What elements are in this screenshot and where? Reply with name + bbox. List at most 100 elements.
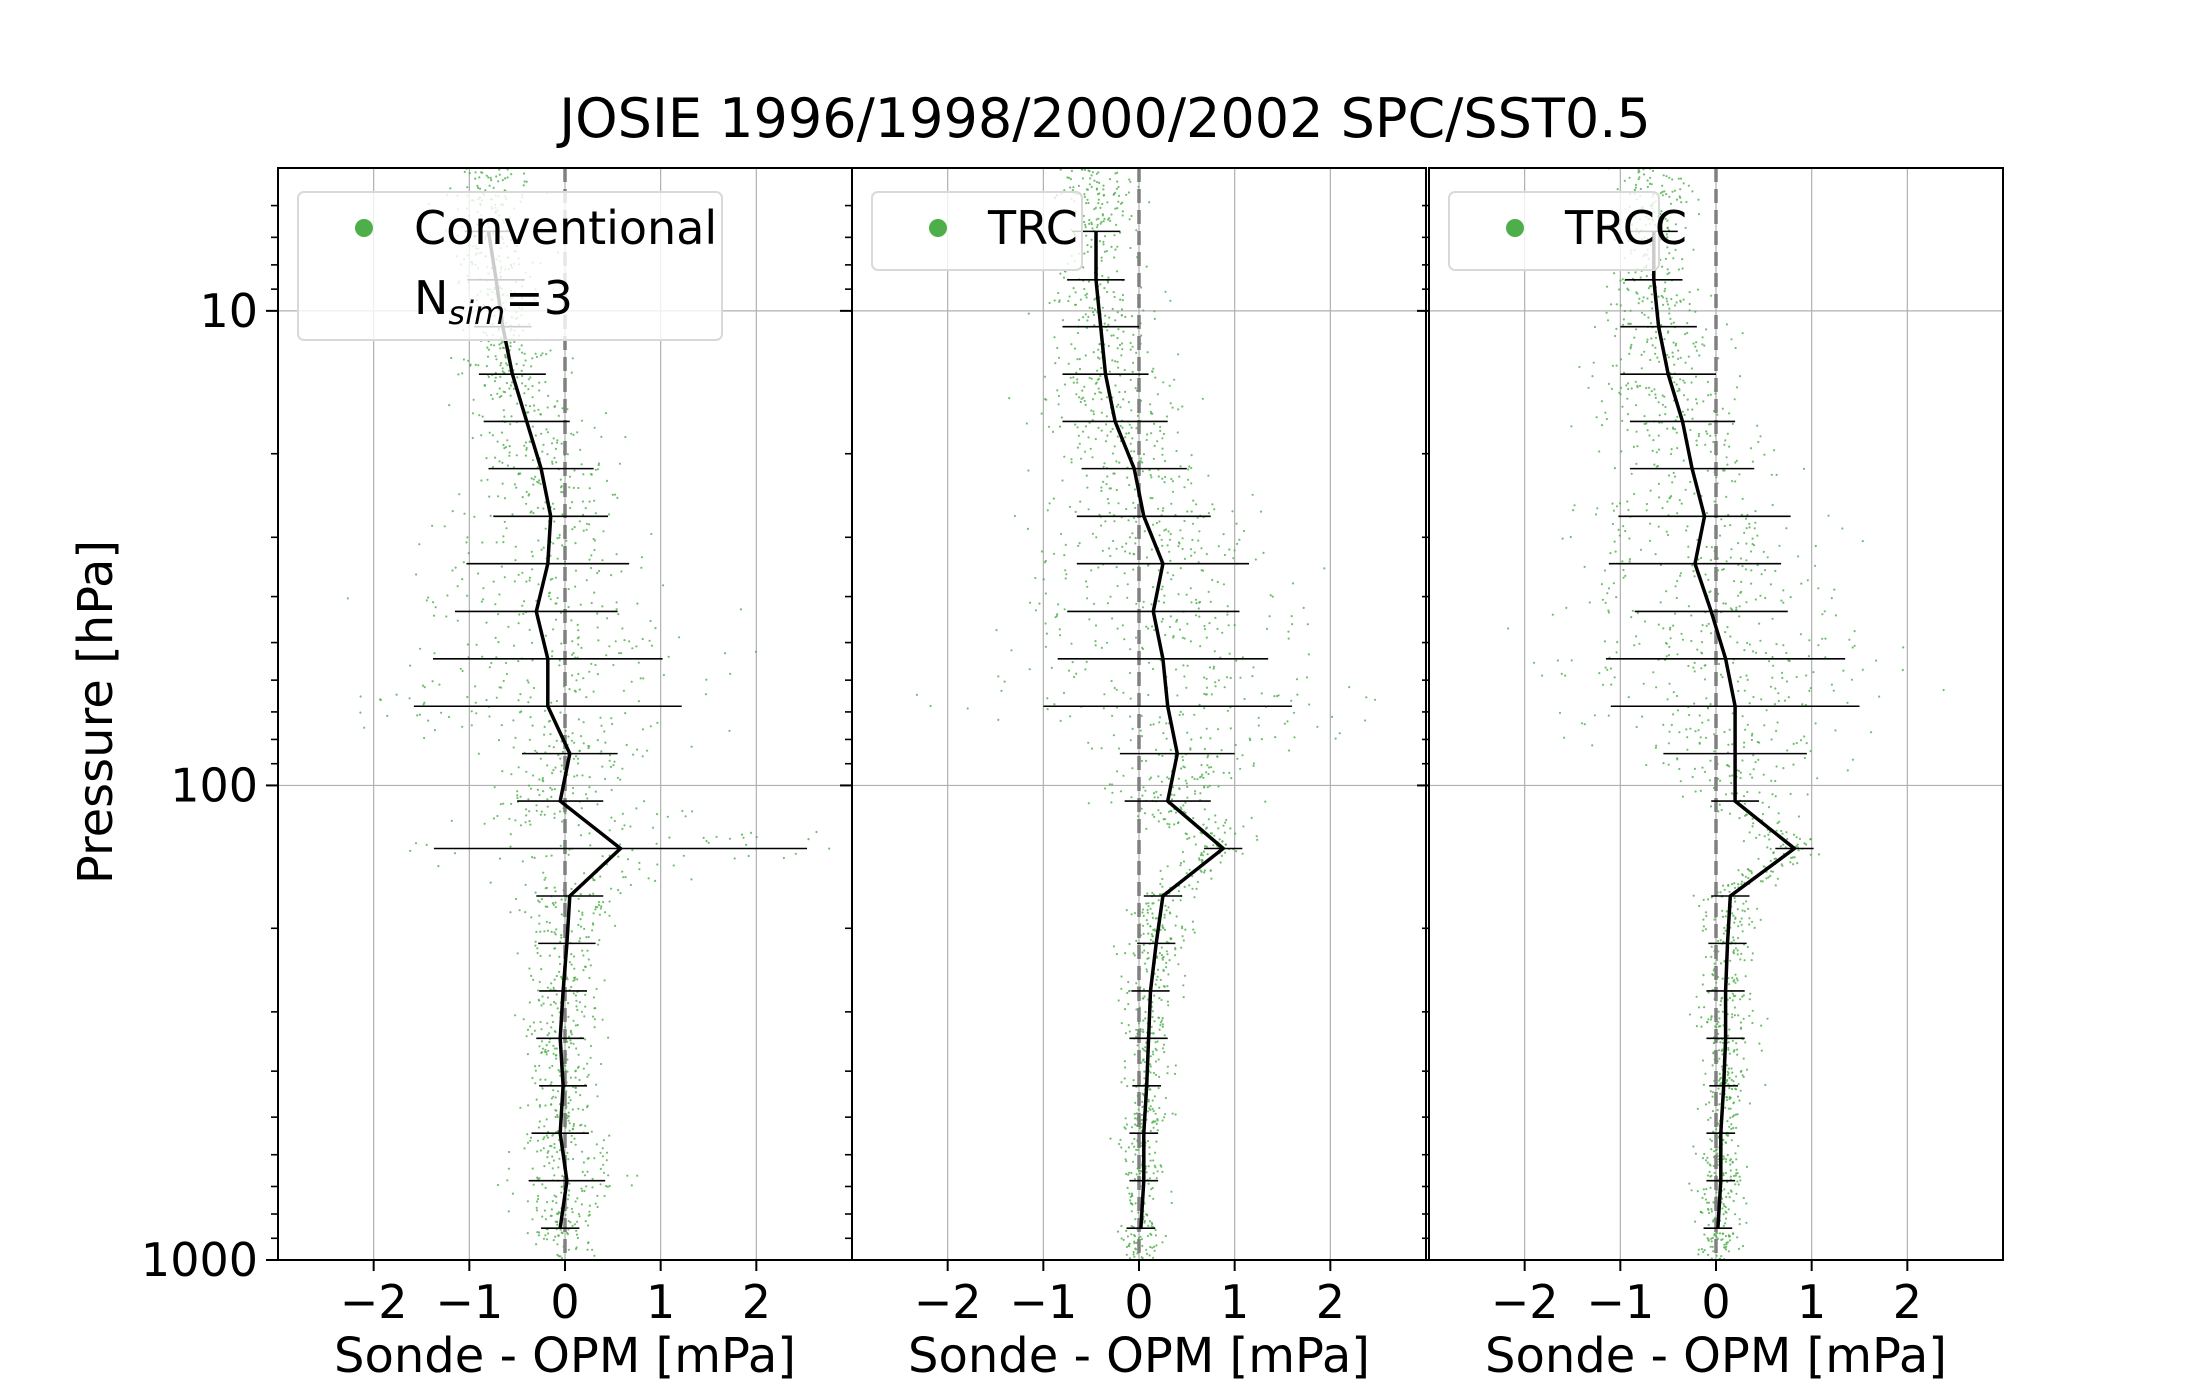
scatter-point <box>615 553 618 556</box>
scatter-point <box>637 661 640 664</box>
scatter-point <box>555 974 558 978</box>
scatter-point <box>605 479 609 482</box>
scatter-point <box>1735 386 1739 389</box>
scatter-point <box>1611 522 1614 526</box>
scatter-point <box>531 641 534 645</box>
scatter-point <box>1331 715 1334 719</box>
scatter-point <box>556 537 559 540</box>
scatter-point <box>480 434 483 437</box>
scatter-point <box>1795 675 1798 679</box>
scatter-point <box>1156 1040 1159 1043</box>
scatter-point <box>1187 478 1190 481</box>
scatter-point <box>1902 646 1905 649</box>
scatter-point <box>544 1186 547 1189</box>
scatter-point <box>1087 315 1090 318</box>
scatter-point <box>1128 1257 1132 1260</box>
scatter-point <box>555 739 558 742</box>
scatter-point <box>1720 1065 1724 1068</box>
scatter-point <box>1724 1248 1728 1251</box>
scatter-point <box>1153 1249 1156 1252</box>
scatter-point <box>409 849 412 853</box>
scatter-point <box>1090 569 1093 572</box>
scatter-point <box>462 561 465 564</box>
scatter-point <box>649 725 653 728</box>
scatter-point <box>538 1104 542 1107</box>
scatter-point <box>1718 1232 1722 1235</box>
scatter-point <box>1092 602 1096 606</box>
scatter-point <box>602 901 605 904</box>
scatter-point <box>548 591 552 594</box>
scatter-point <box>1739 920 1742 923</box>
scatter-point <box>1153 1020 1156 1023</box>
scatter-point <box>1748 1014 1751 1018</box>
scatter-point <box>1152 1256 1155 1259</box>
scatter-point <box>1080 397 1083 400</box>
scatter-point <box>560 1185 563 1188</box>
scatter-point <box>1842 669 1845 672</box>
scatter-point <box>1771 676 1774 679</box>
scatter-point <box>1738 1099 1741 1102</box>
scatter-point <box>1171 786 1175 789</box>
scatter-point <box>573 469 576 472</box>
scatter-point <box>1086 250 1089 253</box>
scatter-point <box>1178 713 1181 717</box>
scatter-point <box>1200 763 1203 767</box>
scatter-point <box>1674 248 1677 251</box>
scatter-point <box>1770 473 1773 476</box>
scatter-point <box>1676 512 1679 515</box>
scatter-point <box>1732 1080 1735 1083</box>
scatter-point <box>1155 1244 1158 1247</box>
scatter-point <box>1145 265 1148 268</box>
scatter-point <box>1057 603 1060 606</box>
scatter-point <box>551 462 554 465</box>
scatter-point <box>1699 736 1702 739</box>
scatter-point <box>578 940 581 943</box>
scatter-point <box>1603 640 1606 643</box>
scatter-point <box>395 693 398 696</box>
scatter-point <box>1702 1083 1705 1086</box>
scatter-point <box>623 639 626 642</box>
x-tick-label: 0 <box>1701 1275 1730 1329</box>
scatter-point <box>1130 409 1133 412</box>
scatter-point <box>594 908 597 911</box>
scatter-point <box>622 689 626 692</box>
scatter-point <box>1135 602 1138 605</box>
scatter-point <box>1615 364 1618 367</box>
scatter-point <box>1634 380 1637 383</box>
scatter-point <box>966 707 969 710</box>
scatter-point <box>1627 288 1630 292</box>
scatter-point <box>560 913 563 916</box>
scatter-point <box>1291 582 1295 585</box>
scatter-point <box>506 364 509 367</box>
scatter-point <box>1115 953 1118 956</box>
legend-label: TRC <box>987 201 1078 255</box>
scatter-point <box>1686 322 1689 325</box>
scatter-point <box>545 428 548 431</box>
scatter-point <box>1274 736 1277 739</box>
scatter-point <box>1120 1146 1123 1149</box>
scatter-point <box>1113 295 1116 299</box>
scatter-point <box>1238 538 1241 541</box>
scatter-point <box>1025 422 1028 425</box>
scatter-point <box>1154 1112 1157 1115</box>
scatter-point <box>1686 331 1689 335</box>
scatter-point <box>1723 1243 1726 1246</box>
scatter-point <box>626 1174 629 1177</box>
scatter-point <box>1761 813 1765 816</box>
scatter-point <box>1727 1083 1730 1086</box>
scatter-point <box>1083 193 1086 196</box>
scatter-point <box>1143 1221 1146 1224</box>
scatter-point <box>1721 977 1724 980</box>
scatter-point <box>1181 713 1185 716</box>
scatter-point <box>1713 750 1716 753</box>
scatter-point <box>1598 450 1601 453</box>
scatter-point <box>1751 542 1754 546</box>
scatter-point <box>1125 1172 1128 1176</box>
scatter-point <box>1149 1232 1152 1235</box>
scatter-point <box>587 1224 590 1227</box>
scatter-point <box>1122 330 1125 333</box>
scatter-point <box>1163 916 1166 919</box>
scatter-point <box>1730 1123 1733 1126</box>
scatter-point <box>1149 925 1152 928</box>
scatter-point <box>498 168 501 171</box>
